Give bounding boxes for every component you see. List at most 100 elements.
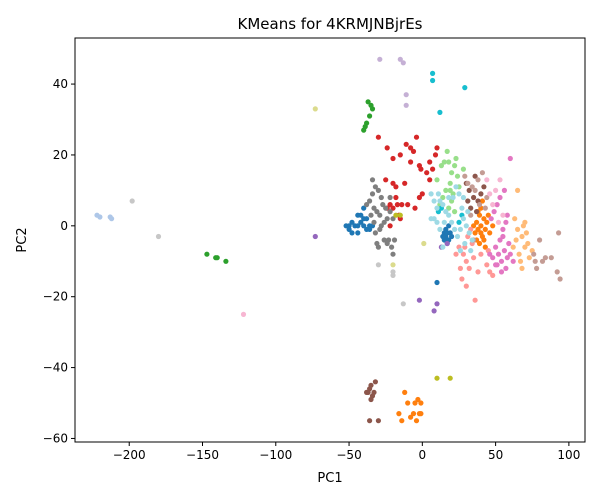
data-point (381, 219, 387, 225)
data-point (155, 233, 162, 240)
data-point (500, 226, 506, 232)
data-point (312, 106, 318, 112)
data-point (355, 212, 361, 218)
data-point (428, 191, 434, 197)
data-point (506, 240, 512, 247)
data-point (444, 240, 450, 247)
y-tick-label: 20 (53, 148, 68, 162)
data-point (390, 205, 396, 211)
data-point (459, 205, 465, 211)
data-point (534, 265, 540, 271)
data-point (457, 226, 463, 232)
data-point (390, 216, 396, 222)
data-point (109, 216, 115, 222)
data-point (471, 194, 477, 201)
data-point (446, 194, 452, 201)
data-point (377, 56, 383, 62)
data-point (381, 237, 387, 243)
data-point (443, 226, 449, 232)
data-point (488, 216, 494, 222)
data-point (435, 191, 441, 197)
data-point (475, 226, 481, 232)
data-point (424, 170, 430, 176)
data-point (410, 148, 417, 154)
data-point (462, 173, 468, 179)
x-tick-label: −150 (186, 448, 219, 462)
data-point (393, 194, 399, 201)
data-point (501, 187, 507, 193)
data-point (525, 240, 531, 247)
data-point (430, 166, 436, 172)
data-point (484, 177, 490, 183)
data-point (457, 248, 463, 254)
data-point (361, 223, 367, 229)
data-point (434, 279, 440, 286)
data-point (412, 205, 418, 211)
data-point (394, 202, 400, 208)
data-point (387, 194, 393, 201)
data-point (493, 262, 499, 268)
data-point (418, 400, 424, 406)
data-point (452, 209, 458, 215)
data-point (440, 202, 446, 208)
data-point (526, 255, 532, 261)
data-point (367, 226, 373, 232)
data-point (481, 216, 487, 222)
data-point (129, 198, 135, 204)
data-point (510, 258, 516, 264)
x-tick-label: 100 (557, 448, 580, 462)
data-point (478, 230, 484, 236)
data-point (367, 113, 373, 119)
data-point (375, 244, 381, 250)
data-point (510, 244, 516, 250)
data-point (468, 212, 474, 218)
data-point (389, 244, 395, 250)
data-point (403, 92, 409, 98)
data-point (434, 205, 440, 211)
data-point (369, 177, 376, 183)
data-point (471, 255, 477, 261)
data-point (512, 216, 518, 222)
data-point (447, 180, 453, 186)
data-point (474, 219, 480, 225)
data-point (453, 251, 459, 257)
data-point (427, 159, 433, 165)
data-point (399, 418, 405, 424)
data-point (476, 202, 483, 208)
data-point (478, 191, 484, 197)
data-point (438, 163, 444, 169)
data-point (495, 251, 502, 257)
data-point (441, 219, 447, 225)
data-point (475, 269, 481, 275)
data-point (490, 223, 496, 229)
data-point (364, 202, 370, 208)
data-point (240, 311, 247, 317)
data-point (440, 194, 446, 201)
data-point (457, 265, 463, 271)
data-point (450, 191, 456, 197)
data-point (463, 223, 469, 229)
data-point (459, 276, 465, 282)
data-point (469, 184, 475, 190)
data-point (479, 170, 485, 176)
data-point (453, 184, 459, 190)
data-point (475, 177, 481, 183)
data-point (490, 255, 496, 261)
data-point (556, 230, 562, 236)
data-point (214, 255, 220, 261)
data-point (481, 184, 487, 190)
data-point (346, 226, 352, 232)
y-axis-label: PC2 (15, 227, 30, 252)
data-point (223, 258, 229, 264)
data-point (408, 145, 414, 151)
data-point (408, 414, 414, 420)
data-point (400, 301, 406, 307)
data-point (452, 226, 458, 232)
data-point (443, 209, 449, 215)
data-point (437, 198, 443, 204)
data-point (371, 205, 377, 211)
data-point (491, 209, 497, 215)
data-point (500, 212, 506, 218)
data-point (498, 269, 505, 275)
data-point (542, 255, 549, 261)
